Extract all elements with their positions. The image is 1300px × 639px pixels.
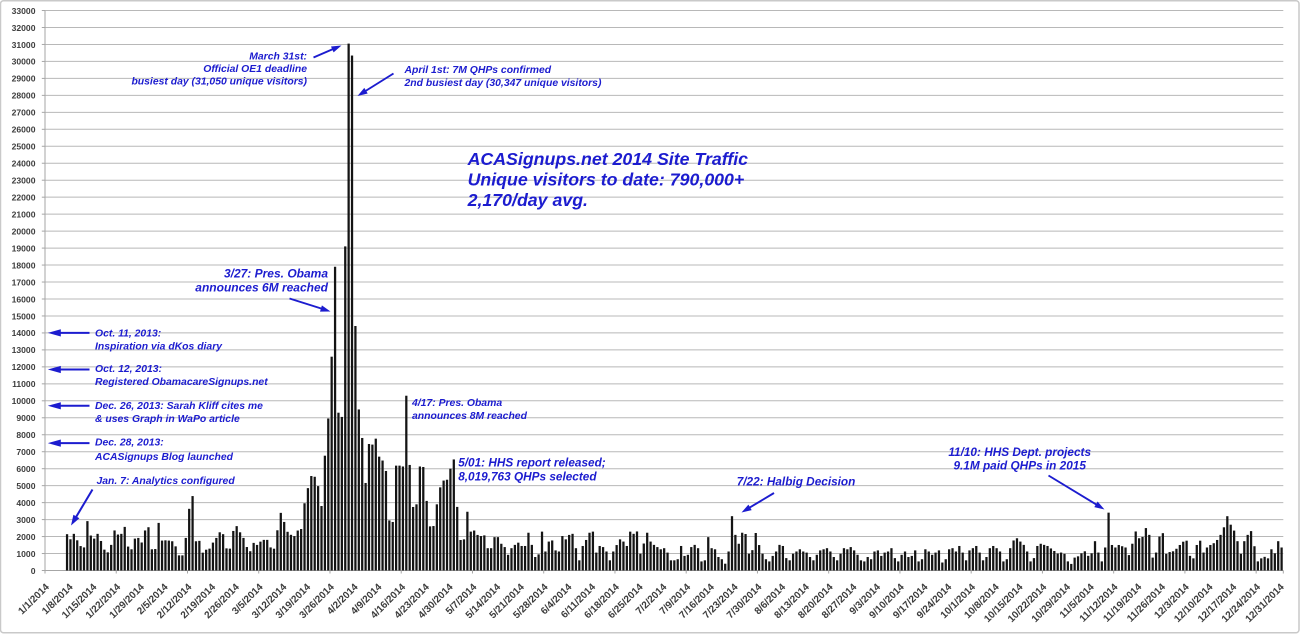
svg-text:27000: 27000 xyxy=(12,108,36,118)
svg-text:16000: 16000 xyxy=(12,294,36,304)
svg-text:31000: 31000 xyxy=(12,40,36,50)
svg-text:ACASignups.net 2014 Site Traff: ACASignups.net 2014 Site Traffic xyxy=(467,149,749,169)
svg-text:10000: 10000 xyxy=(12,396,36,406)
svg-text:8,019,763 QHPs selected: 8,019,763 QHPs selected xyxy=(458,470,597,484)
svg-text:3000: 3000 xyxy=(16,515,35,525)
svg-text:17000: 17000 xyxy=(12,277,36,287)
svg-text:33000: 33000 xyxy=(12,6,36,16)
svg-text:announces 8M reached: announces 8M reached xyxy=(412,411,528,422)
svg-text:2nd busiest day (30,347 unique: 2nd busiest day (30,347 unique visitors) xyxy=(404,78,602,89)
svg-text:announces 6M reached: announces 6M reached xyxy=(195,281,328,295)
svg-text:Inspiration via dKos diary: Inspiration via dKos diary xyxy=(95,341,223,352)
svg-text:20000: 20000 xyxy=(12,226,36,236)
svg-text:23000: 23000 xyxy=(12,176,36,186)
svg-text:25000: 25000 xyxy=(12,142,36,152)
svg-text:8000: 8000 xyxy=(16,430,35,440)
svg-text:4/17: Pres. Obama: 4/17: Pres. Obama xyxy=(411,398,502,409)
svg-text:Dec. 26, 2013: Sarah Kliff cit: Dec. 26, 2013: Sarah Kliff cites me xyxy=(95,401,263,412)
svg-text:30000: 30000 xyxy=(12,57,36,67)
svg-text:Oct. 12, 2013:: Oct. 12, 2013: xyxy=(95,364,162,375)
svg-text:2000: 2000 xyxy=(16,532,35,542)
svg-text:18000: 18000 xyxy=(12,260,36,270)
svg-text:12000: 12000 xyxy=(12,362,36,372)
svg-text:11000: 11000 xyxy=(12,379,36,389)
svg-text:4000: 4000 xyxy=(16,498,35,508)
svg-text:0: 0 xyxy=(31,566,36,576)
svg-text:15000: 15000 xyxy=(12,311,36,321)
svg-text:busiest day (31,050 unique vis: busiest day (31,050 unique visitors) xyxy=(131,76,307,87)
svg-text:19000: 19000 xyxy=(12,243,36,253)
svg-text:1000: 1000 xyxy=(16,549,35,559)
svg-text:21000: 21000 xyxy=(12,209,36,219)
svg-text:28000: 28000 xyxy=(12,91,36,101)
svg-text:13000: 13000 xyxy=(12,345,36,355)
svg-text:9000: 9000 xyxy=(16,413,35,423)
svg-text:9.1M paid QHPs in 2015: 9.1M paid QHPs in 2015 xyxy=(953,459,1086,473)
svg-text:2,170/day avg.: 2,170/day avg. xyxy=(467,190,588,210)
svg-text:32000: 32000 xyxy=(12,23,36,33)
svg-text:7/22: Halbig Decision: 7/22: Halbig Decision xyxy=(737,474,856,488)
svg-text:& uses Graph in WaPo article: & uses Graph in WaPo article xyxy=(95,414,240,425)
svg-text:Official OE1 deadline: Official OE1 deadline xyxy=(203,64,307,75)
svg-text:29000: 29000 xyxy=(12,74,36,84)
svg-text:Dec. 28, 2013:: Dec. 28, 2013: xyxy=(95,438,164,449)
svg-text:Oct. 11, 2013:: Oct. 11, 2013: xyxy=(95,329,161,340)
svg-text:5000: 5000 xyxy=(16,481,35,491)
svg-text:6000: 6000 xyxy=(16,464,35,474)
svg-text:Registered ObamacareSignups.ne: Registered ObamacareSignups.net xyxy=(95,377,268,388)
svg-text:26000: 26000 xyxy=(12,125,36,135)
svg-text:7000: 7000 xyxy=(16,447,35,457)
svg-text:ACASignups Blog launched: ACASignups Blog launched xyxy=(94,452,234,463)
svg-text:22000: 22000 xyxy=(12,192,36,202)
svg-text:3/27: Pres. Obama: 3/27: Pres. Obama xyxy=(224,266,328,280)
svg-text:5/01: HHS report released;: 5/01: HHS report released; xyxy=(458,455,606,469)
svg-text:24000: 24000 xyxy=(12,159,36,169)
svg-text:March 31st:: March 31st: xyxy=(249,51,307,62)
svg-text:11/10: HHS Dept. projects: 11/10: HHS Dept. projects xyxy=(948,445,1091,459)
svg-text:Jan. 7: Analytics configured: Jan. 7: Analytics configured xyxy=(97,476,236,487)
svg-text:Unique visitors to date: 790,0: Unique visitors to date: 790,000+ xyxy=(468,170,745,190)
svg-text:14000: 14000 xyxy=(12,328,36,338)
svg-text:April 1st: 7M QHPs confirmed: April 1st: 7M QHPs confirmed xyxy=(404,65,552,76)
